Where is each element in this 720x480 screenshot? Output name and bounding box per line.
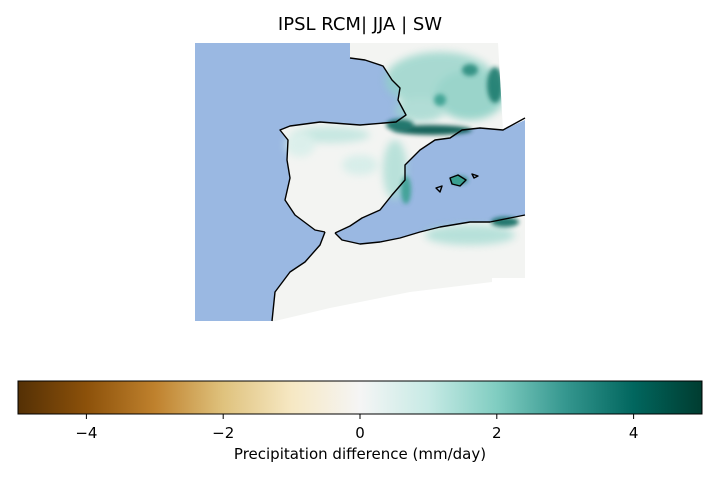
colorbar-tick-label: 2 [492, 424, 502, 442]
colorbar-label: Precipitation difference (mm/day) [233, 445, 487, 463]
precipitation-map [195, 43, 526, 322]
colorbar-tick-label: −4 [75, 424, 97, 442]
colorbar-tick-label: −2 [212, 424, 234, 442]
colorbar-gradient [17, 380, 703, 415]
precip-anomaly-field [285, 52, 519, 245]
colorbar-tick-label: 4 [629, 424, 639, 442]
map-title: IPSL RCM| JJA | SW [277, 14, 443, 35]
ocean-area [195, 43, 525, 321]
colorbar-tick-label: 0 [355, 424, 365, 442]
coastline [271, 57, 526, 322]
